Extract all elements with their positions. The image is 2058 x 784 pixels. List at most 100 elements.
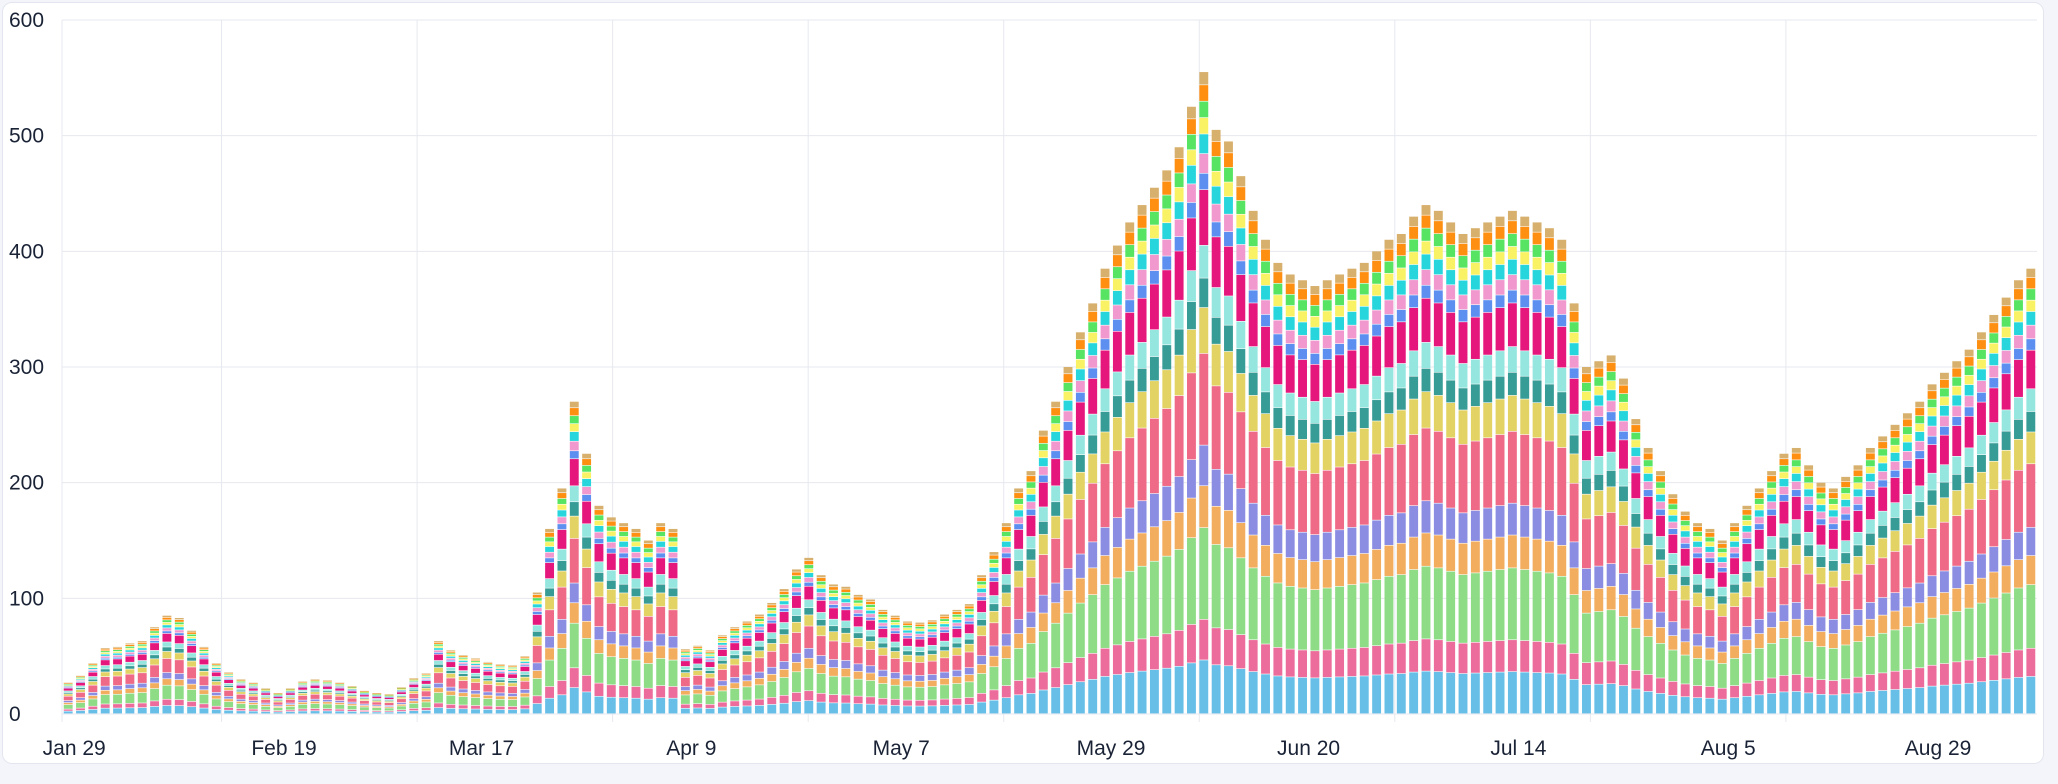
bar-segment [816, 597, 826, 601]
bar-segment [1483, 571, 1493, 642]
bar-segment [174, 635, 184, 644]
bar-segment [1458, 280, 1468, 295]
bar-segment [495, 672, 505, 673]
bar-segment [816, 655, 826, 665]
bar-segment [594, 696, 604, 714]
bar-segment [1816, 567, 1826, 584]
bar-segment [322, 681, 332, 682]
bar-segment [1001, 584, 1011, 593]
bar-segment [1890, 671, 1900, 690]
bar-segment [1100, 277, 1110, 289]
bar-segment [557, 695, 567, 714]
bar-segment [1137, 342, 1147, 369]
bar-segment [804, 582, 814, 586]
bar-segment [1520, 640, 1530, 672]
bar-segment [1347, 289, 1357, 300]
bar-segment [1211, 344, 1221, 386]
bar-segment [273, 710, 283, 712]
bar-segment [680, 653, 690, 655]
bar-segment [1767, 549, 1777, 560]
bar-segment [1261, 368, 1270, 392]
bar-segment [1680, 548, 1690, 566]
bar-segment [1730, 547, 1740, 553]
bar-segment [1174, 476, 1184, 513]
bar-segment [1902, 523, 1912, 545]
bar-segment [335, 700, 345, 703]
bar-segment [1520, 351, 1530, 376]
bar-segment [1396, 322, 1406, 364]
bar-segment [100, 694, 110, 704]
bar-segment [779, 598, 789, 601]
bar-segment [557, 488, 567, 493]
bar-segment [1088, 679, 1098, 714]
bar-segment [1952, 662, 1962, 684]
bar-segment [1458, 268, 1468, 280]
bar-segment [643, 544, 653, 548]
bar-segment [1902, 468, 1912, 494]
bar-segment [1409, 399, 1419, 435]
bar-segment [619, 698, 629, 714]
bar-segment [717, 664, 727, 670]
bar-segment [285, 706, 295, 710]
bar-segment [285, 691, 295, 692]
bar-segment [680, 708, 690, 714]
bar-segment [792, 662, 801, 672]
bar-segment [1557, 249, 1567, 261]
bar-segment [76, 708, 85, 711]
bar-segment [1149, 187, 1159, 198]
bar-segment [569, 401, 579, 408]
bar-segment [285, 710, 295, 712]
bar-segment [458, 657, 468, 659]
bar-segment [730, 640, 740, 643]
bar-segment [977, 626, 987, 636]
bar-segment [322, 702, 332, 704]
bar-segment [174, 630, 184, 633]
bar-segment [1261, 515, 1270, 545]
bar-segment [1767, 515, 1777, 537]
bar-segment [1902, 460, 1912, 468]
bar-segment [927, 620, 937, 622]
bar-segment [113, 694, 122, 704]
bar-segment [1372, 400, 1382, 421]
bar-segment [483, 671, 493, 676]
bar-segment [1026, 549, 1036, 560]
bar-segment [1804, 510, 1814, 532]
bar-segment [606, 521, 616, 526]
bar-segment [471, 690, 480, 694]
bar-segment [964, 606, 974, 609]
bar-segment [1446, 403, 1456, 438]
bar-segment [1594, 417, 1604, 426]
bar-segment [1446, 438, 1456, 508]
bar-segment [1853, 504, 1863, 511]
bar-segment [1754, 571, 1764, 587]
bar-segment [1742, 505, 1752, 510]
bar-segment [1038, 521, 1048, 535]
bar-segment [1557, 273, 1567, 286]
bar-segment [1791, 674, 1801, 692]
bar-segment [421, 697, 431, 700]
bar-segment [322, 686, 332, 689]
bar-segment [174, 624, 184, 627]
bar-segment [1520, 307, 1530, 351]
bar-segment [1384, 576, 1394, 644]
bar-segment [1335, 355, 1345, 393]
bar-segment [1187, 150, 1196, 166]
bar-segment [2001, 337, 2011, 351]
bar-segment [1507, 568, 1517, 640]
bar-segment [1285, 649, 1295, 677]
bar-segment [1137, 671, 1147, 714]
bar-segment [1285, 467, 1295, 530]
bar-segment [1149, 198, 1159, 212]
bar-segment [1125, 270, 1135, 285]
bar-segment [100, 669, 110, 672]
bar-segment [211, 664, 221, 665]
bar-segment [1828, 524, 1838, 530]
bar-segment [359, 701, 369, 704]
bar-segment [199, 648, 209, 650]
bar-segment [890, 633, 900, 642]
bar-segment [248, 688, 258, 691]
bar-segment [643, 699, 653, 714]
bar-segment [2001, 679, 2011, 714]
bar-segment [1470, 573, 1480, 643]
